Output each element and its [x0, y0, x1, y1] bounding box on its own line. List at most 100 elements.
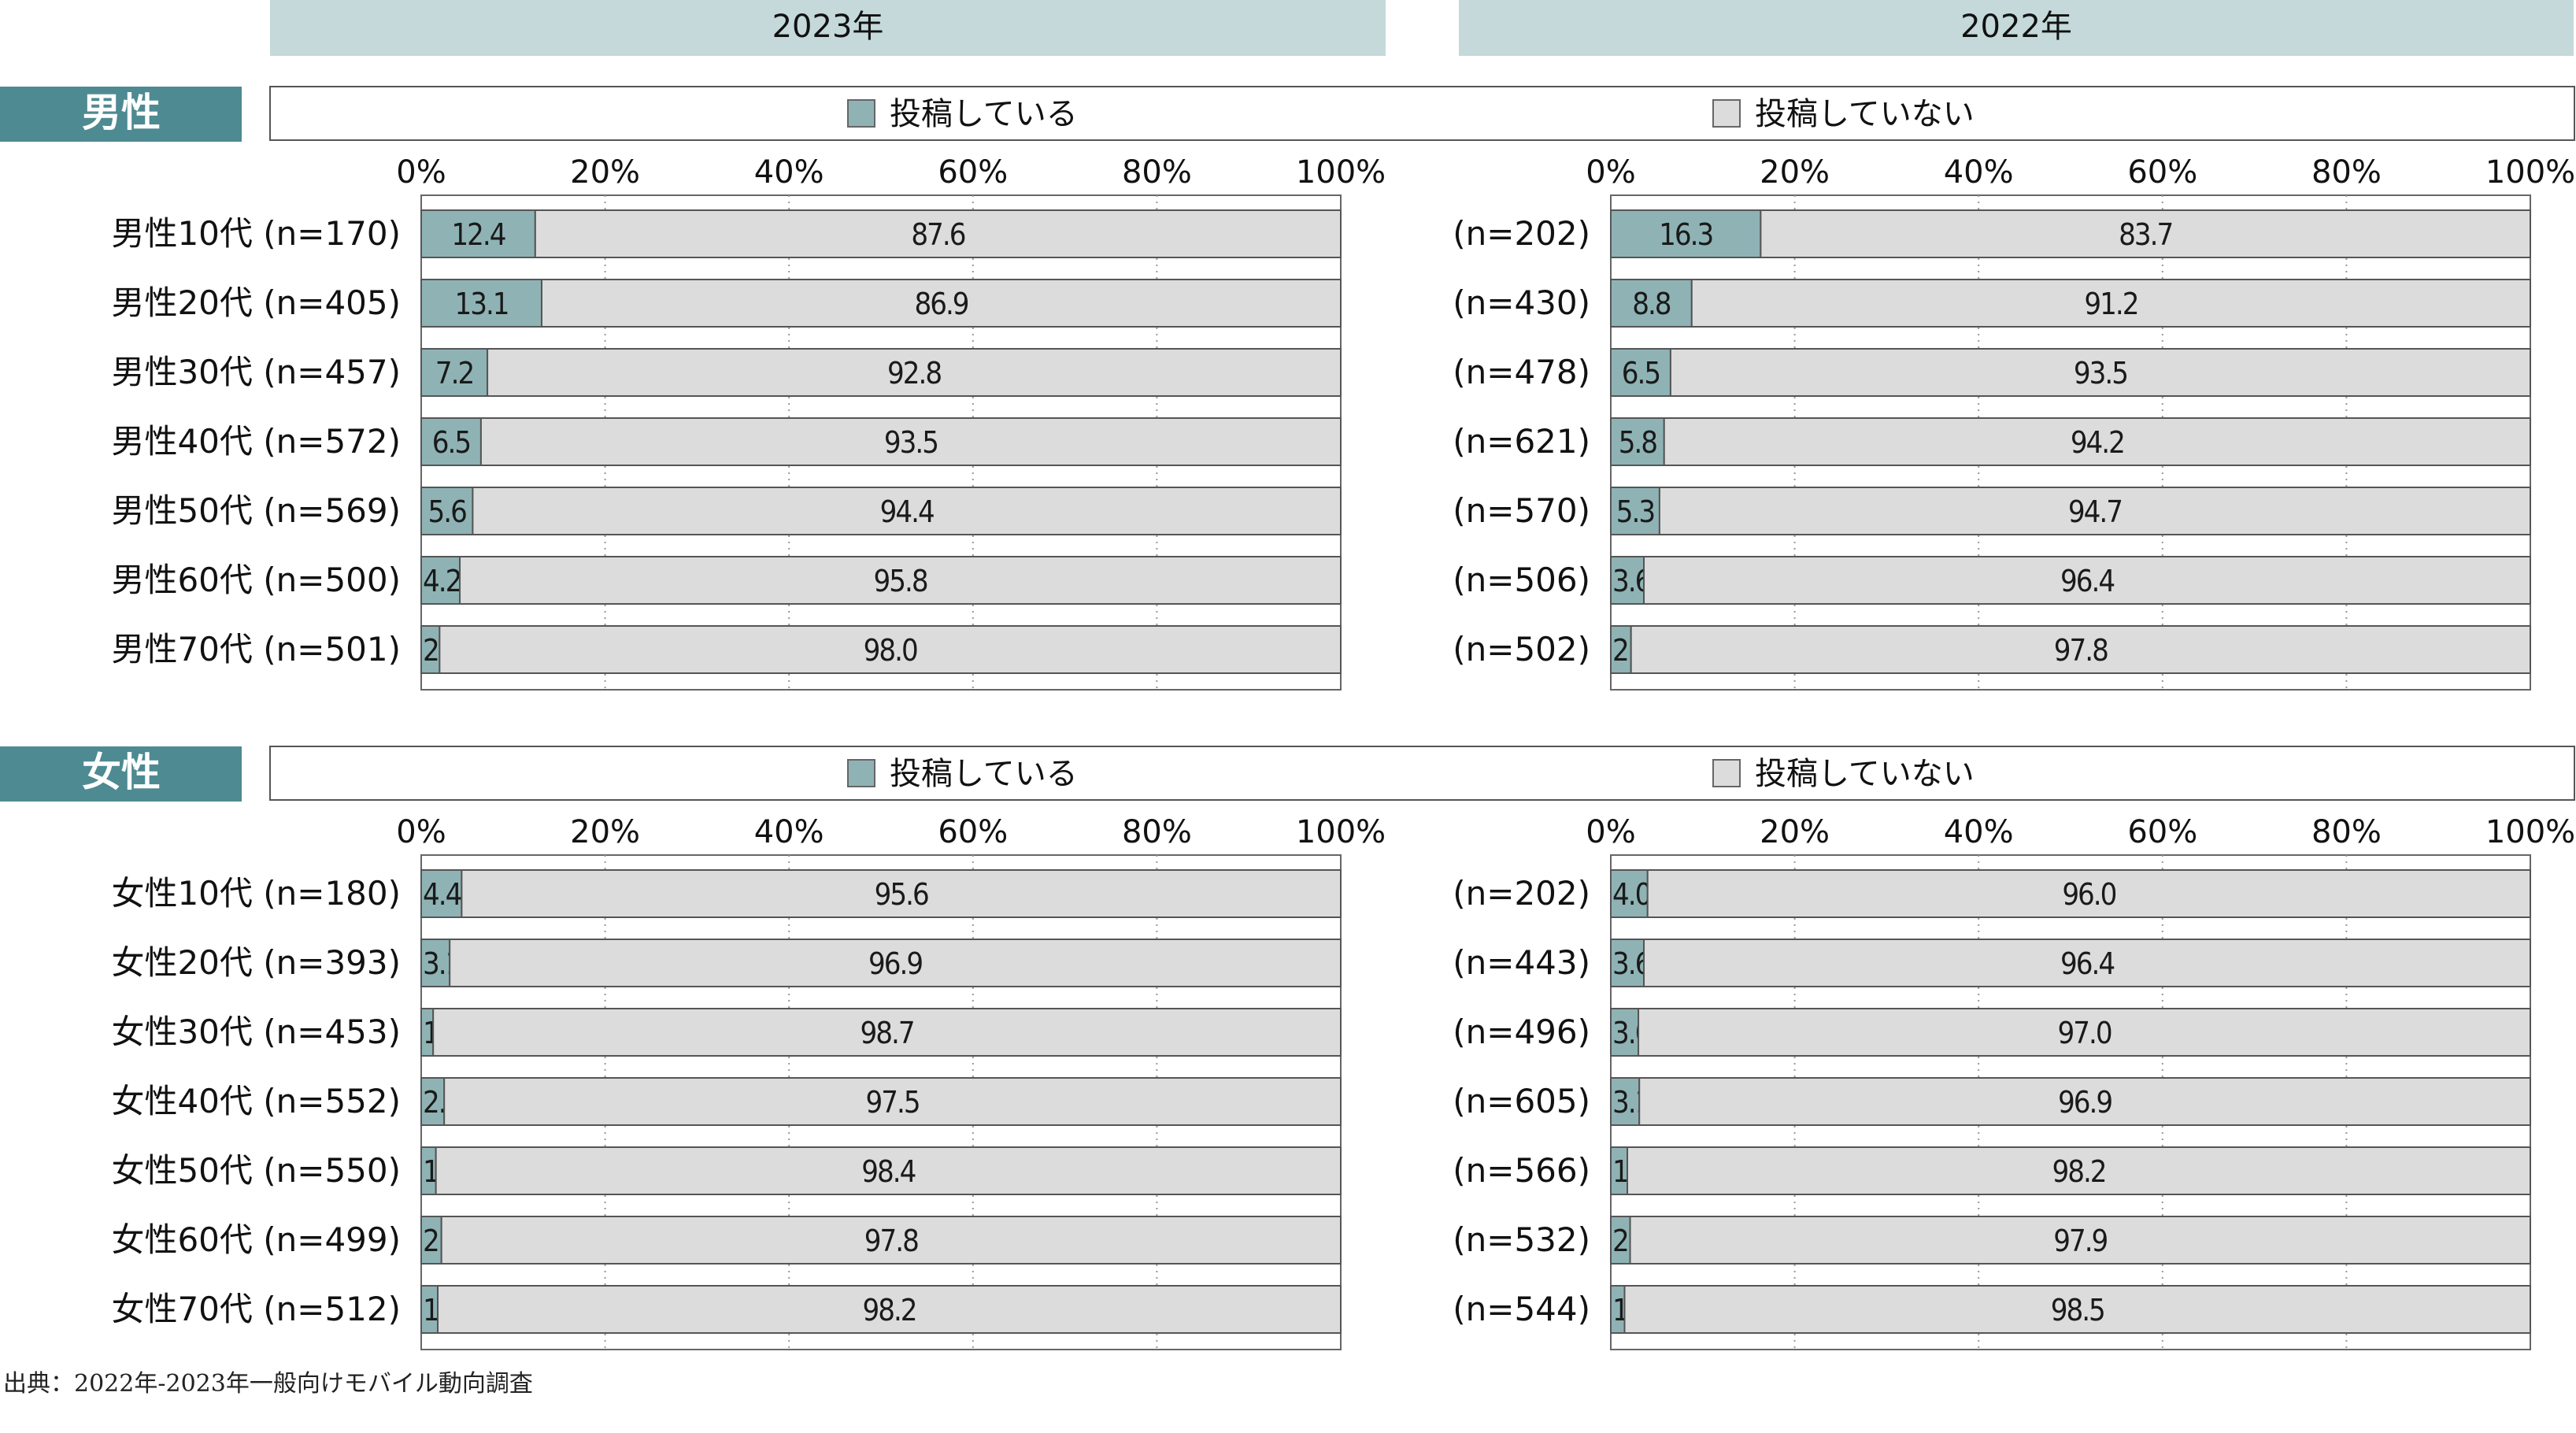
- tick-label: 20%: [570, 154, 640, 191]
- data-label-posted: 13.1: [454, 287, 508, 321]
- bar-posted: [420, 1216, 442, 1265]
- bar-posted: [1610, 279, 1693, 328]
- year-header-1: 2022年: [1960, 9, 2072, 45]
- category-label: 女性20代 (n=393): [111, 943, 401, 982]
- bar-not-posted: [479, 417, 1342, 466]
- category-label: (n=502): [1453, 630, 1590, 668]
- bar-posted: [1610, 487, 1660, 535]
- data-label-posted: 12.4: [451, 217, 505, 252]
- bar-not-posted: [1623, 1285, 2531, 1334]
- tick-label: 20%: [1760, 814, 1830, 850]
- data-label-not-posted: 98.2: [2052, 1154, 2105, 1189]
- data-label-not-posted: 92.8: [887, 356, 941, 391]
- category-label: (n=566): [1453, 1151, 1590, 1190]
- data-label-not-posted: 97.0: [2057, 1016, 2111, 1050]
- category-label: 男性70代 (n=501): [111, 630, 401, 668]
- bar-posted: [420, 279, 543, 328]
- data-label-not-posted: 94.4: [880, 494, 934, 529]
- legend-box-1: [269, 746, 2575, 801]
- data-label-not-posted: 87.6: [911, 217, 964, 252]
- bar-not-posted: [459, 556, 1342, 605]
- category-label: 女性30代 (n=453): [111, 1013, 401, 1051]
- data-label-not-posted: 95.8: [873, 564, 927, 598]
- bar-not-posted: [1627, 1146, 2531, 1195]
- section-tag-bg-1: [0, 746, 242, 802]
- bar-not-posted: [1669, 348, 2531, 397]
- tick-label: 40%: [754, 154, 824, 191]
- legend-label-not-posted-0: 投稿していない: [1755, 96, 1975, 132]
- category-label: (n=532): [1453, 1220, 1590, 1259]
- legend-label-posted-1: 投稿している: [890, 756, 1078, 792]
- tick-label: 80%: [2311, 154, 2382, 191]
- bar-not-posted: [1690, 279, 2531, 328]
- category-label: 男性40代 (n=572): [111, 422, 401, 461]
- data-label-not-posted: 96.9: [2058, 1085, 2112, 1120]
- tick-label: 20%: [570, 814, 640, 850]
- tick-label: 100%: [1296, 814, 1386, 850]
- category-label: 男性60代 (n=500): [111, 561, 401, 599]
- data-label-not-posted: 97.8: [2054, 633, 2108, 668]
- data-label-not-posted: 98.4: [861, 1154, 915, 1189]
- data-label-posted: 4.4: [423, 877, 461, 912]
- data-label-posted: 6.5: [1622, 356, 1660, 391]
- bar-posted: [420, 417, 482, 466]
- tick-label: 20%: [1760, 154, 1830, 191]
- category-label: (n=430): [1453, 283, 1590, 322]
- tick-label: 40%: [1944, 154, 2014, 191]
- bar-posted: [1610, 1216, 1631, 1265]
- category-label: (n=202): [1453, 874, 1590, 913]
- data-label-not-posted: 98.2: [862, 1293, 916, 1327]
- category-label: 女性50代 (n=550): [111, 1151, 401, 1190]
- tick-label: 100%: [2485, 154, 2575, 191]
- bar-not-posted: [1630, 625, 2531, 674]
- bar-posted: [420, 348, 489, 397]
- bar-not-posted: [437, 1285, 1342, 1334]
- year-header-bg-0: [270, 0, 1386, 56]
- data-label-not-posted: 93.5: [884, 425, 938, 460]
- bar-not-posted: [1643, 556, 2532, 605]
- data-label-not-posted: 93.5: [2074, 356, 2127, 391]
- bar-not-posted: [1638, 1077, 2531, 1126]
- bar-posted: [420, 556, 461, 605]
- data-label-not-posted: 95.6: [875, 877, 928, 912]
- bar-not-posted: [1643, 939, 2532, 987]
- category-label: 女性70代 (n=512): [111, 1290, 401, 1328]
- bar-not-posted: [1663, 417, 2531, 466]
- bar-not-posted: [1646, 869, 2531, 918]
- tick-label: 40%: [754, 814, 824, 850]
- data-label-not-posted: 98.0: [864, 633, 917, 668]
- data-label-not-posted: 91.2: [2084, 287, 2137, 321]
- tick-label: 100%: [1296, 154, 1386, 191]
- legend-label-posted-0: 投稿している: [890, 96, 1078, 132]
- data-label-not-posted: 96.4: [2060, 564, 2114, 598]
- data-label-posted: 6.5: [432, 425, 470, 460]
- legend-swatch-not-posted-1: [1712, 759, 1741, 787]
- legend-swatch-not-posted-0: [1712, 99, 1741, 128]
- bar-posted: [1610, 869, 1649, 918]
- category-label: 男性50代 (n=569): [111, 491, 401, 530]
- data-label-posted: 5.6: [428, 494, 467, 529]
- category-label: 女性10代 (n=180): [111, 874, 401, 913]
- bar-posted: [1610, 556, 1645, 605]
- tick-label: 0%: [396, 154, 446, 191]
- bar-not-posted: [449, 939, 1342, 987]
- year-header-bg-1: [1459, 0, 2574, 56]
- bar-not-posted: [1638, 1008, 2531, 1057]
- bar-posted: [1610, 939, 1645, 987]
- data-label-posted: 7.2: [435, 356, 473, 391]
- data-label-not-posted: 86.9: [914, 287, 968, 321]
- data-label-not-posted: 96.0: [2062, 877, 2115, 912]
- legend-box-0: [269, 86, 2575, 141]
- section-tag-0: 男性: [82, 90, 161, 135]
- data-label-not-posted: 94.2: [2071, 425, 2124, 460]
- category-label: 女性40代 (n=552): [111, 1082, 401, 1120]
- tick-label: 80%: [2311, 814, 2382, 850]
- bar-posted: [420, 1077, 446, 1126]
- data-label-not-posted: 83.7: [2119, 217, 2172, 252]
- category-label: 男性30代 (n=457): [111, 353, 401, 391]
- data-label-not-posted: 96.9: [868, 946, 922, 981]
- tick-label: 100%: [2485, 814, 2575, 850]
- category-label: (n=544): [1453, 1290, 1590, 1328]
- tick-label: 80%: [1122, 154, 1192, 191]
- data-label-not-posted: 97.9: [2053, 1224, 2107, 1258]
